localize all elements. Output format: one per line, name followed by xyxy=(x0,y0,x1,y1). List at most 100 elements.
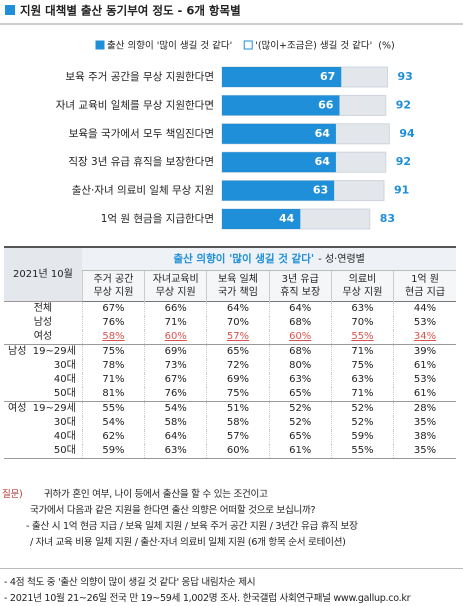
row-label: 남성 19~29세 xyxy=(4,345,82,360)
column-line: 자녀교육비 xyxy=(152,274,199,285)
cell: 70% xyxy=(206,316,270,330)
cell: 54% xyxy=(144,401,207,416)
cell: 51% xyxy=(206,401,270,416)
legend-swatch xyxy=(243,40,253,50)
column-header: 의료비 무상 지원 xyxy=(330,270,394,302)
row-name: 여성 xyxy=(33,331,53,342)
data-table: 2021년 10월 출산 의향이 '많이 생길 것 같다' - 성·연령별 주거 공간… xyxy=(4,246,456,459)
row-label: 50대 xyxy=(4,387,82,402)
row-label: 여성 19~29세 xyxy=(4,402,82,417)
row-label: 50대 xyxy=(4,444,82,459)
cell: 35% xyxy=(393,444,456,459)
cell: 73% xyxy=(144,359,207,373)
cell: 62% xyxy=(81,430,145,444)
cell: 58% xyxy=(206,416,270,430)
row-name: 전체 xyxy=(33,303,53,314)
cell: 57% xyxy=(206,330,270,345)
cell: 61% xyxy=(268,444,332,459)
cell: 65% xyxy=(206,344,270,359)
row-name: 50대 xyxy=(53,388,76,399)
chart-title: 지원 대책별 출산 동기부여 정도 - 6개 항목별 xyxy=(20,4,241,18)
cell: 59% xyxy=(330,430,394,444)
cell: 60% xyxy=(206,444,270,459)
cell: 44% xyxy=(393,301,456,316)
cell: 34% xyxy=(393,330,456,345)
cell: 72% xyxy=(206,359,270,373)
data-row: 여성 58% 60% 57% 60% 55% 34% xyxy=(4,330,456,345)
strong-value: 64 xyxy=(315,155,331,168)
cell: 78% xyxy=(81,359,145,373)
cell: 67% xyxy=(144,373,207,387)
cell: 64% xyxy=(268,301,332,316)
cell: 55% xyxy=(81,401,145,416)
cell: 63% xyxy=(268,373,332,387)
cell: 81% xyxy=(81,387,145,402)
cell: 61% xyxy=(393,387,456,402)
cell: 39% xyxy=(393,344,456,359)
strong-value: 66 xyxy=(318,98,334,111)
question-line: - 출산 시 1억 현금 지급 / 보육 일체 지원 / 보육 주거 공간 지원… xyxy=(26,521,358,532)
separator xyxy=(0,568,463,569)
category-label: 보육을 국가에서 모두 책임진다면 xyxy=(69,127,214,140)
row-group: 남성 xyxy=(8,346,27,357)
data-row: 30대 54% 58% 58% 52% 52% 35% xyxy=(4,416,456,430)
cell: 76% xyxy=(81,316,145,330)
strong-bar xyxy=(222,95,340,116)
total-value: 94 xyxy=(399,127,415,140)
row-name: 30대 xyxy=(53,417,76,428)
cell: 64% xyxy=(206,301,270,316)
note: - 4점 척도 중 '출산 의향이 많이 생길 것 같다' 응답 내림차순 제시 xyxy=(4,577,256,588)
question-line: 국가에서 다음과 같은 지원을 한다면 출산 의향은 어떠할 것으로 보십니까? xyxy=(30,505,316,516)
category-label: 자녀 교육비 일체를 무상 지원한다면 xyxy=(56,98,214,111)
column-header: 주거 공간 무상 지원 xyxy=(81,270,145,302)
chart: 지원 대책별 출산 동기부여 정도 - 6개 항목별 출산 의향이 '많이 생길… xyxy=(0,4,463,230)
cell: 52% xyxy=(330,401,394,416)
total-value: 93 xyxy=(398,70,413,83)
total-value: 83 xyxy=(380,212,395,225)
row-name: 40대 xyxy=(53,431,76,442)
category-label: 직장 3년 유급 휴직을 보장한다면 xyxy=(68,156,214,168)
cell: 58% xyxy=(144,416,207,430)
cell: 55% xyxy=(330,330,394,345)
column-line: 무상 지원 xyxy=(342,287,383,298)
category-label: 출산·자녀 의료비 일체 무상 지원 xyxy=(72,184,214,197)
cell: 59% xyxy=(81,444,145,459)
cell: 58% xyxy=(81,330,145,345)
column-line: 1억 원 xyxy=(411,274,440,285)
data-row: 30대 78% 73% 72% 80% 75% 61% xyxy=(4,359,456,373)
legend-unit: (%) xyxy=(378,41,394,52)
data-row: 전체 67% 66% 64% 64% 63% 44% xyxy=(4,301,456,317)
cell: 75% xyxy=(206,387,270,402)
column-line: 국가 책임 xyxy=(217,287,258,298)
question-line: / 자녀 교육 비용 일체 지원 / 출산·자녀 의료비 일체 지원 (6개 항… xyxy=(30,537,346,548)
strong-value: 63 xyxy=(313,184,328,197)
cell: 76% xyxy=(144,387,207,402)
column-line: 현금 지급 xyxy=(405,287,446,298)
cell: 69% xyxy=(144,344,207,359)
column-line: 보육 일체 xyxy=(217,274,258,285)
row-label: 여성 xyxy=(4,330,82,345)
cell: 53% xyxy=(393,373,456,387)
strong-value: 67 xyxy=(320,70,335,83)
row-label: 전체 xyxy=(4,302,82,317)
row-label: 40대 xyxy=(4,373,82,387)
row-name: 남성 xyxy=(33,317,53,328)
data-row: 남성 76% 71% 70% 68% 70% 53% xyxy=(4,316,456,330)
cell: 55% xyxy=(330,444,394,459)
strong-value: 64 xyxy=(315,127,331,140)
column-line: 휴직 보장 xyxy=(280,287,321,298)
data-row: 여성 19~29세 55% 54% 51% 52% 52% 28% xyxy=(4,401,456,417)
question-line: 귀하가 혼인 여부, 나이 등에서 출산을 할 수 있는 조건이고 xyxy=(44,489,268,500)
column-line: 3년 유급 xyxy=(281,274,319,285)
cell: 71% xyxy=(330,344,394,359)
cell: 60% xyxy=(144,330,207,345)
date-cell: 2021년 10월 xyxy=(4,247,83,302)
strong-value: 44 xyxy=(279,212,295,225)
cell: 63% xyxy=(144,444,207,459)
cell: 80% xyxy=(268,359,332,373)
row-name: 30대 xyxy=(53,360,76,371)
cell: 71% xyxy=(144,316,207,330)
